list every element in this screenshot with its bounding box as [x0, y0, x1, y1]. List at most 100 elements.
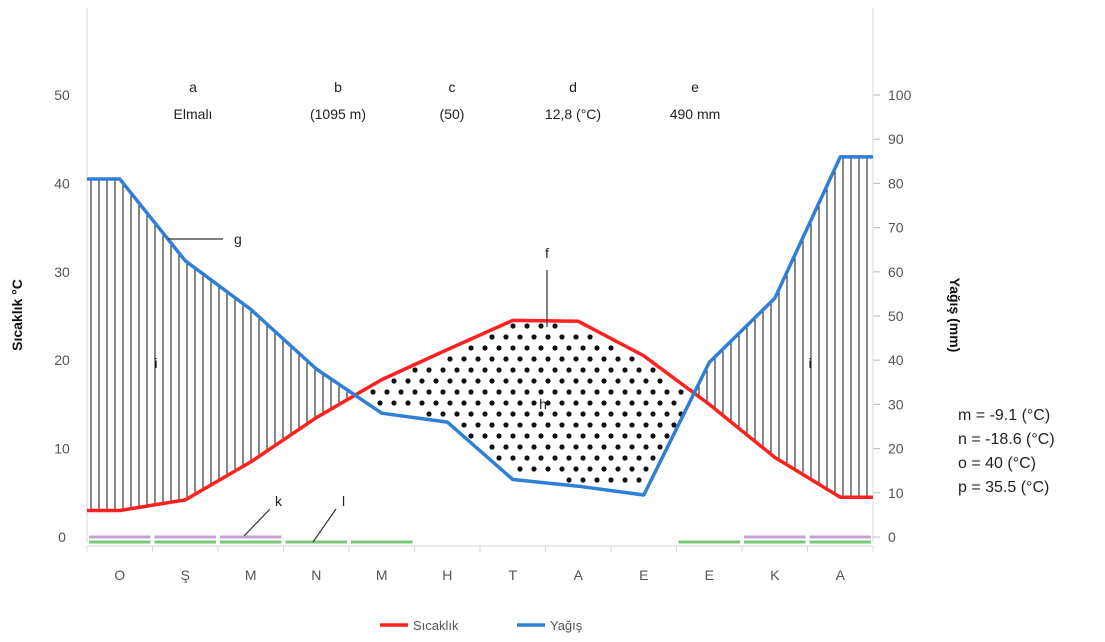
dry-dot [398, 389, 404, 395]
dry-dot [601, 356, 607, 362]
dry-dot [538, 367, 544, 373]
dry-dot [468, 389, 474, 395]
y-tick-label-right: 0 [888, 529, 896, 545]
dry-dot [489, 444, 495, 450]
y-tick-label-right: 60 [888, 264, 904, 280]
dry-dot [496, 455, 502, 461]
leader-l [312, 508, 337, 543]
dry-dot [489, 378, 495, 384]
dry-dot [552, 367, 558, 373]
axes: 0 10 20 30 40 50 0 10 20 30 40 50 60 70 80 90 100 O Ş M N M H T… [9, 87, 963, 583]
dry-dot [531, 444, 537, 450]
dry-dot [524, 455, 530, 461]
dry-dot [538, 345, 544, 351]
dry-dot [587, 422, 593, 428]
dry-dot [531, 378, 537, 384]
dry-dot [566, 389, 572, 395]
y-tick-label-right: 80 [888, 175, 904, 191]
header-value-c: (50) [440, 106, 465, 122]
dry-dot [489, 334, 495, 340]
annotation-h: h [539, 396, 547, 412]
dry-dot [629, 444, 635, 450]
dry-dot [461, 400, 467, 406]
dry-dot [559, 422, 565, 428]
x-tick-label: H [442, 567, 452, 583]
dry-dot [426, 367, 432, 373]
dry-dot [643, 400, 649, 406]
dry-dot [636, 389, 642, 395]
dry-dot [664, 389, 670, 395]
dry-dot [545, 400, 551, 406]
y-tick-label-left: 0 [58, 529, 66, 545]
dry-dot [587, 466, 593, 472]
dry-dot [601, 378, 607, 384]
series-sicaklik-line [87, 318, 873, 513]
dry-dot [559, 334, 565, 340]
dry-dot [629, 378, 635, 384]
dry-dot [636, 433, 642, 439]
dry-dot [608, 433, 614, 439]
dry-dot [566, 455, 572, 461]
dry-dot [608, 477, 614, 483]
dry-dot [503, 400, 509, 406]
dry-dot [580, 367, 586, 373]
dry-dot [636, 455, 642, 461]
dry-dot [496, 367, 502, 373]
dry-dot [475, 422, 481, 428]
dry-dot [531, 356, 537, 362]
dry-dot [510, 345, 516, 351]
dry-dot [426, 411, 432, 417]
dry-dot [601, 466, 607, 472]
dry-dot [580, 411, 586, 417]
dry-dot [629, 422, 635, 428]
dry-dot [566, 433, 572, 439]
x-tick-label: M [376, 567, 388, 583]
y-tick-label-right: 50 [888, 308, 904, 324]
y-tick-label-left: 40 [54, 175, 70, 191]
dry-dot [454, 411, 460, 417]
dry-dot [517, 400, 523, 406]
x-tick-label: Ş [181, 567, 190, 583]
dry-dot [461, 378, 467, 384]
y-tick-label-right: 30 [888, 396, 904, 412]
legend-label-sicaklik: Sıcaklık [413, 618, 459, 633]
y-axis-title-left: Sıcaklık °C [9, 279, 25, 351]
dry-dot [650, 389, 656, 395]
dry-dot [573, 356, 579, 362]
dry-dot [629, 466, 635, 472]
dry-dot [552, 455, 558, 461]
dry-dot [580, 345, 586, 351]
dry-dot [440, 367, 446, 373]
dry-dot [419, 400, 425, 406]
dry-dot [559, 356, 565, 362]
legend: Sıcaklık Yağış [380, 618, 583, 633]
annotation-i-right: i [808, 355, 811, 371]
x-tick-label: A [836, 567, 846, 583]
dry-dot [594, 455, 600, 461]
dry-dot [524, 389, 530, 395]
y-axis-title-right: Yağış (mm) [947, 278, 963, 353]
dry-dot [552, 345, 558, 351]
dry-dot [510, 455, 516, 461]
dry-dot [636, 411, 642, 417]
dry-dot [559, 444, 565, 450]
dry-dot [615, 444, 621, 450]
x-tick-label: A [574, 567, 584, 583]
dry-dot [440, 411, 446, 417]
dry-dot [573, 422, 579, 428]
dry-dot [538, 455, 544, 461]
dry-dot [566, 367, 572, 373]
y-tick-label-right: 20 [888, 441, 904, 457]
dry-dot [671, 422, 677, 428]
dry-dot [482, 367, 488, 373]
dry-dot [440, 389, 446, 395]
y-tick-label-left: 50 [54, 87, 70, 103]
dry-dot [433, 378, 439, 384]
x-tick-label: E [705, 567, 714, 583]
dry-dot [524, 367, 530, 373]
dry-dot [615, 356, 621, 362]
dry-dot [657, 378, 663, 384]
dry-dot [615, 422, 621, 428]
dry-dot [643, 444, 649, 450]
dry-dot [454, 389, 460, 395]
